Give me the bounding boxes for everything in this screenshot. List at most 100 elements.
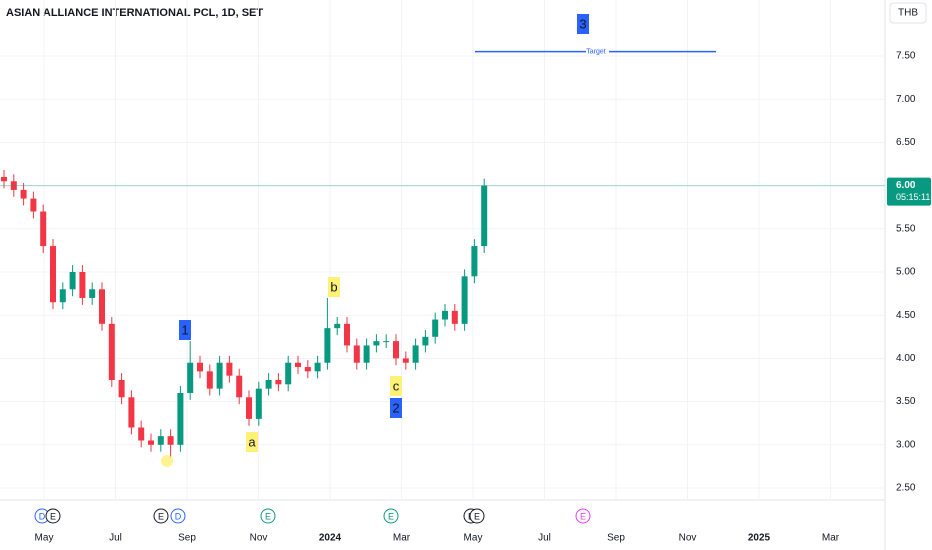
candle-body	[481, 185, 488, 247]
x-tick-label: Mar	[393, 533, 411, 544]
wave-label: 2	[392, 400, 399, 415]
y-tick-label: 2.50	[896, 483, 916, 494]
chart-title: ASIAN ALLIANCE INTERNATIONAL PCL, 1D, SE…	[6, 7, 263, 19]
candle-body	[226, 362, 233, 376]
event-label: E	[265, 511, 271, 521]
price-tag	[887, 177, 931, 206]
event-icon	[469, 508, 485, 524]
wave-label: c	[393, 378, 400, 393]
candle-body	[79, 272, 86, 298]
wave-box	[246, 432, 258, 452]
currency[interactable]: THB	[898, 8, 918, 19]
event-icon	[170, 508, 186, 524]
y-tick-label: 3.50	[896, 396, 916, 407]
candle-body	[157, 436, 164, 445]
x-tick-label: May	[464, 533, 483, 544]
candle-body	[20, 189, 27, 199]
candle-body	[353, 345, 360, 363]
candle-body	[118, 380, 125, 398]
candle-body	[334, 323, 341, 329]
candle-body	[1, 176, 7, 182]
candle-body	[10, 181, 17, 190]
x-tick-label: May	[35, 533, 54, 544]
candle-body	[99, 289, 105, 324]
wave-box	[390, 376, 402, 396]
candle-body	[255, 388, 262, 419]
candle-body	[216, 362, 223, 389]
candle-body	[108, 323, 115, 380]
target-label: Target	[586, 49, 606, 56]
price-tag-value: 6.00	[896, 180, 916, 191]
candle-body	[442, 310, 448, 320]
candle-body	[148, 440, 154, 445]
y-tick-label: 7.50	[896, 51, 916, 62]
currency-box[interactable]	[889, 2, 927, 24]
wave-box	[328, 277, 340, 297]
countdown: 05:15:11	[896, 192, 930, 202]
wave-label: 3	[579, 16, 586, 31]
candle-body	[461, 276, 468, 324]
candle-body	[265, 380, 272, 389]
candle-body	[402, 358, 409, 363]
candle-body	[167, 436, 174, 445]
candle-body	[128, 397, 135, 428]
low-marker	[161, 455, 173, 467]
x-tick-label: Nov	[250, 533, 268, 544]
event-icon	[260, 508, 276, 524]
event-label: E	[388, 511, 394, 521]
event-label: D	[175, 511, 182, 521]
event-icon	[45, 508, 61, 524]
candle-body	[373, 341, 380, 346]
x-tick-label: Jul	[538, 533, 551, 544]
y-tick-label: 6.50	[896, 137, 916, 148]
x-tick-label: Mar	[822, 533, 840, 544]
candle-body	[422, 336, 429, 346]
y-tick-label: 4.00	[896, 353, 916, 364]
candle-body	[412, 345, 419, 363]
y-tick-label: 5.00	[896, 267, 916, 278]
candle-body	[383, 341, 390, 343]
candle-body	[187, 362, 194, 393]
wave-label: b	[330, 279, 337, 294]
candle-body	[471, 246, 478, 277]
x-tick-label: Sep	[607, 533, 625, 544]
candle-body	[432, 319, 439, 337]
candle-body	[197, 362, 203, 372]
candle-body	[393, 341, 399, 359]
candle-body	[138, 427, 145, 441]
event-label: E	[474, 511, 480, 521]
candle-body	[206, 371, 213, 389]
y-tick-label: 5.50	[896, 223, 916, 234]
event-icon	[383, 508, 399, 524]
candle-body	[246, 397, 252, 419]
event-label: D	[39, 511, 46, 521]
candle-body	[363, 345, 370, 363]
y-tick-label: 3.00	[896, 439, 916, 450]
candle-body	[451, 310, 458, 324]
wave-box	[179, 320, 191, 340]
wave-label: 1	[181, 322, 188, 337]
event-label: E	[580, 511, 586, 521]
wave-label: a	[248, 434, 256, 449]
event-icon	[575, 508, 591, 524]
candle-body	[177, 392, 184, 445]
x-tick-label: 2025	[748, 533, 771, 544]
event-label: E	[158, 511, 164, 521]
event-icon	[153, 508, 169, 524]
candle-body	[314, 362, 321, 372]
wave-box	[577, 14, 589, 34]
candle-body	[69, 272, 76, 290]
candle-body	[304, 367, 311, 372]
candle-body	[285, 362, 292, 385]
candle-body	[89, 289, 96, 298]
candle-body	[40, 211, 47, 247]
candle-body	[236, 375, 243, 398]
x-tick-label: Jul	[109, 533, 122, 544]
candle-body	[30, 198, 37, 212]
candle-body	[324, 328, 331, 363]
candle-body	[344, 323, 350, 346]
candle-body	[295, 362, 301, 368]
candle-body	[59, 289, 66, 303]
